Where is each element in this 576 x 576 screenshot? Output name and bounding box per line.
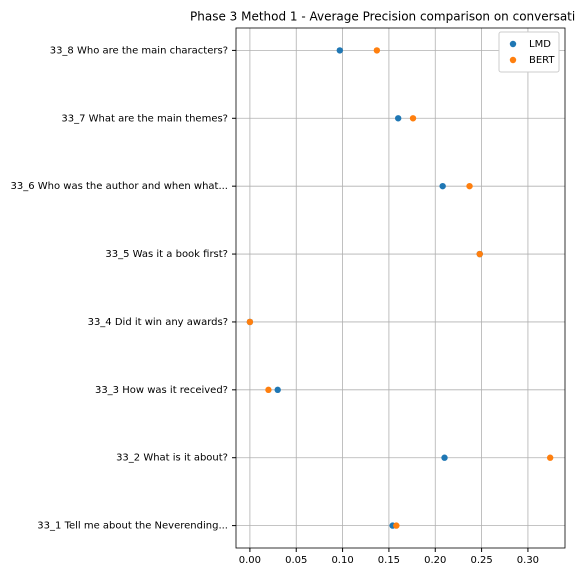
legend-marker (509, 56, 517, 64)
x-tick-label: 0.30 (517, 555, 539, 566)
point (441, 454, 448, 461)
point (476, 250, 483, 258)
point (336, 47, 343, 54)
x-tick-label: 0.05 (285, 555, 307, 566)
x-tick-label: 0.25 (470, 555, 492, 566)
y-tick-label: 33_7 What are the main themes? (61, 113, 228, 124)
x-tick-label: 0.15 (378, 555, 400, 566)
y-tick-label: 33_4 Did it win any awards? (88, 317, 228, 328)
point (274, 386, 281, 394)
legend-label: LMD (529, 39, 551, 50)
legend-marker (509, 40, 517, 48)
point (373, 47, 381, 54)
y-tick-label: 33_1 Tell me about the Neverending... (37, 521, 228, 532)
plot-frame (235, 27, 566, 549)
point (439, 182, 446, 190)
legend-box (498, 31, 560, 73)
y-tick-label: 33_2 What is it about? (116, 453, 228, 464)
point (466, 182, 473, 190)
legend-label: BERT (529, 55, 555, 66)
point (393, 522, 400, 529)
point (246, 318, 254, 326)
chart-title: Phase 3 Method 1 - Average Precision com… (190, 10, 575, 24)
y-tick-label: 33_3 How was it received? (95, 385, 228, 396)
point (265, 386, 272, 394)
point (409, 115, 417, 122)
x-tick-label: 0.00 (239, 555, 261, 566)
point (546, 454, 554, 461)
y-tick-label: 33_5 Was it a book first? (105, 249, 228, 260)
y-tick-label: 33_8 Who are the main characters? (50, 45, 228, 56)
x-tick-label: 0.10 (331, 555, 353, 566)
x-tick-label: 0.20 (424, 555, 446, 566)
y-tick-label: 33_6 Who was the author and when what... (11, 181, 229, 192)
point (394, 115, 402, 122)
